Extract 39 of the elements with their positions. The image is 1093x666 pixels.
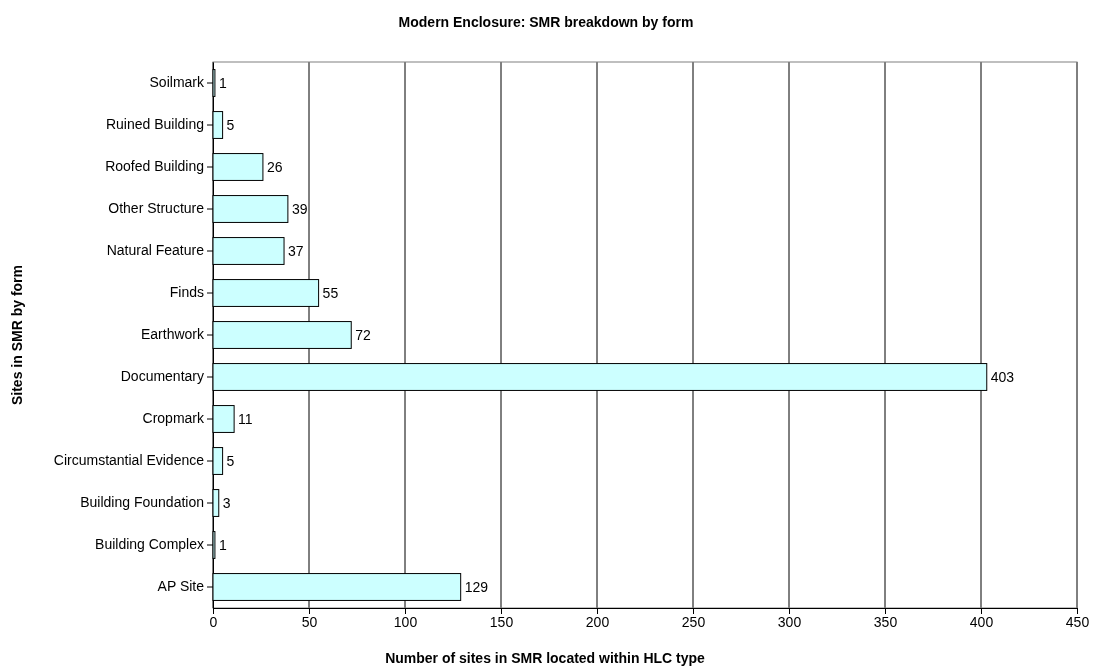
x-tick-label: 200 bbox=[585, 613, 610, 630]
y-tick-label: Documentary bbox=[120, 368, 204, 385]
data-label: 5 bbox=[226, 452, 235, 469]
data-label: 5 bbox=[226, 116, 235, 133]
chart-title: Modern Enclosure: SMR breakdown by form bbox=[398, 14, 694, 30]
data-label: 37 bbox=[288, 242, 304, 259]
y-tick-label: Ruined Building bbox=[105, 116, 204, 133]
x-tick-label: 0 bbox=[209, 613, 218, 630]
y-tick-label: Soilmark bbox=[149, 74, 205, 91]
data-label: 55 bbox=[322, 284, 339, 301]
x-tick-label: 450 bbox=[1065, 613, 1090, 630]
y-tick-label: Other Structure bbox=[108, 200, 205, 217]
y-tick-label: Finds bbox=[169, 284, 204, 301]
data-label: 39 bbox=[291, 200, 308, 217]
x-tick-label: 100 bbox=[393, 613, 418, 630]
data-label: 72 bbox=[355, 326, 372, 343]
x-tick-label: 350 bbox=[873, 613, 898, 630]
data-label: 129 bbox=[464, 578, 489, 595]
x-tick-label: 300 bbox=[777, 613, 802, 630]
y-tick-label: Earthwork bbox=[140, 326, 205, 343]
y-axis-title: Sites in SMR by form bbox=[9, 264, 25, 406]
y-tick-label: Cropmark bbox=[142, 410, 205, 427]
x-tick-label: 50 bbox=[301, 613, 318, 630]
data-label: 1 bbox=[218, 536, 227, 553]
x-tick-label: 250 bbox=[681, 613, 706, 630]
y-tick-label: Natural Feature bbox=[106, 242, 205, 259]
data-label: 1 bbox=[218, 74, 227, 91]
x-tick-label: 150 bbox=[489, 613, 514, 630]
y-tick-label: Building Foundation bbox=[80, 494, 204, 511]
y-tick-label: Building Complex bbox=[95, 536, 204, 553]
data-label: 3 bbox=[222, 494, 231, 511]
data-label: 403 bbox=[990, 368, 1015, 385]
x-tick-label: 400 bbox=[969, 613, 994, 630]
y-tick-label: Roofed Building bbox=[105, 158, 204, 175]
data-label: 11 bbox=[238, 410, 253, 427]
data-label: 26 bbox=[266, 158, 283, 175]
y-tick-label: AP Site bbox=[157, 578, 205, 595]
y-tick-label: Circumstantial Evidence bbox=[53, 452, 205, 469]
x-axis-title: Number of sites in SMR located within HLC type bbox=[385, 650, 706, 666]
